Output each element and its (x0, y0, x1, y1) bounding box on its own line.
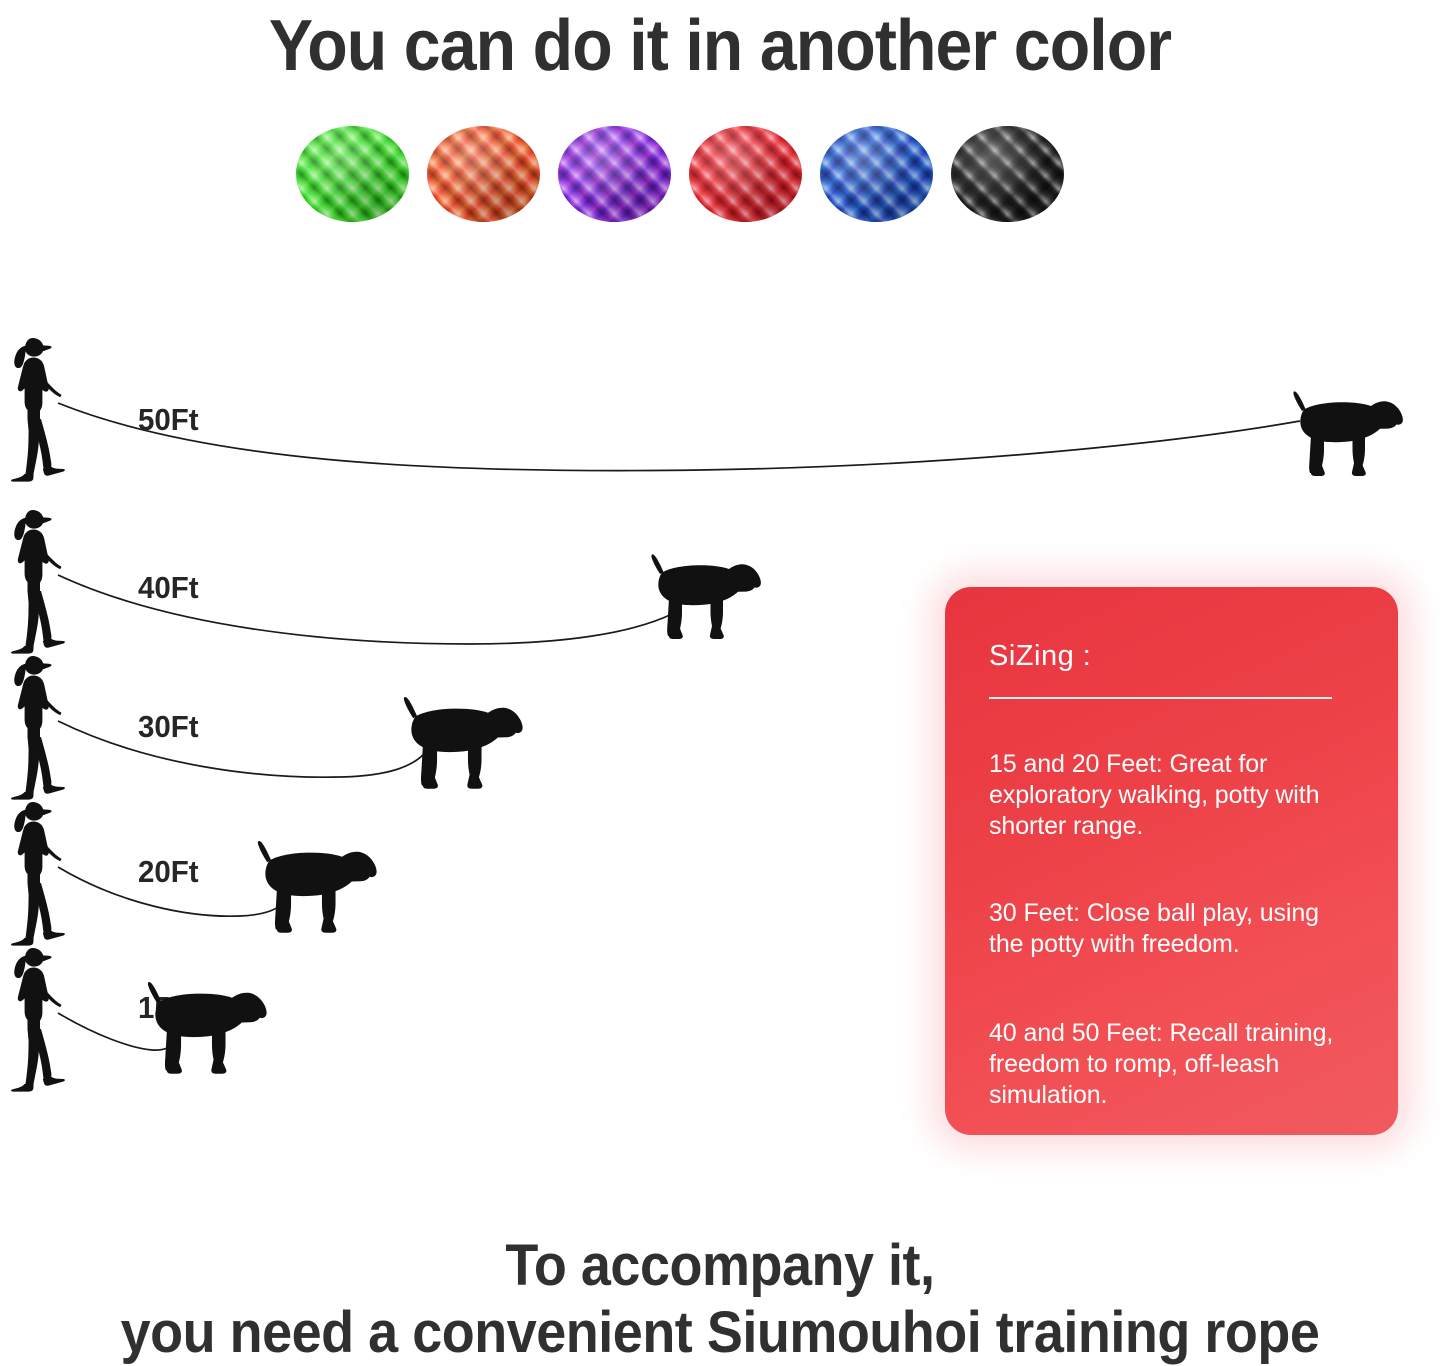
rope-line-40ft (57, 574, 673, 645)
color-swatch-red[interactable] (689, 126, 802, 222)
length-label-20ft: 20Ft (138, 854, 199, 889)
sizing-item-15-20ft: 15 and 20 Feet: Great for exploratory wa… (989, 750, 1320, 840)
leash-row-20ft: 20Ft (0, 784, 1440, 964)
person-silhouette (4, 800, 66, 951)
weave-texture (558, 126, 671, 222)
walking-woman-icon (11, 948, 65, 1092)
dog-icon (147, 981, 267, 1074)
sizing-item-40-50ft: 40 and 50 Feet: Recall training, freedom… (989, 1019, 1334, 1109)
dog-silhouette-40ft (646, 548, 764, 647)
dog-icon (651, 554, 761, 639)
dog-icon (257, 840, 377, 933)
weave-texture (951, 126, 1064, 222)
swatch-sheen (296, 126, 409, 222)
swatch-sheen (558, 126, 671, 222)
dog-silhouette-15ft (142, 975, 270, 1082)
leash-length-diagram: 50Ft (0, 320, 1440, 1150)
swatch-sheen (951, 126, 1064, 222)
dog-icon (1293, 391, 1403, 476)
footer-line-1: To accompany it, (505, 1233, 935, 1298)
walking-woman-icon (11, 338, 65, 482)
leash-row-15ft: 15Ft (0, 930, 1440, 1110)
dog-silhouette-50ft (1288, 385, 1406, 484)
page-title: You can do it in another color (268, 6, 1172, 86)
color-swatch-purple[interactable] (558, 126, 671, 222)
walking-woman-icon (11, 802, 65, 946)
sizing-item-30ft: 30 Feet: Close ball play, using the pott… (989, 899, 1319, 958)
color-swatch-row (296, 126, 1096, 226)
swatch-sheen (689, 126, 802, 222)
dog-silhouette-20ft (252, 834, 380, 941)
color-swatch-black[interactable] (951, 126, 1064, 222)
footer-line-2: you need a convenient Siumouhoi training… (120, 1300, 1320, 1365)
person-silhouette (4, 508, 66, 659)
rope-line-30ft (57, 720, 425, 779)
length-label-40ft: 40Ft (138, 570, 199, 605)
swatch-sheen (820, 126, 933, 222)
color-swatch-orange[interactable] (427, 126, 540, 222)
weave-texture (820, 126, 933, 222)
dog-silhouette-30ft (398, 690, 526, 797)
length-label-50ft: 50Ft (138, 402, 199, 437)
leash-row-30ft: 30Ft (0, 638, 1440, 818)
person-silhouette (4, 336, 66, 487)
color-swatch-green[interactable] (296, 126, 409, 222)
person-silhouette (4, 654, 66, 805)
weave-texture (427, 126, 540, 222)
leash-row-50ft: 50Ft (0, 320, 1440, 500)
weave-texture (296, 126, 409, 222)
sizing-card-title: SiZing : (989, 640, 1092, 672)
color-swatch-blue[interactable] (820, 126, 933, 222)
leash-row-40ft: 40Ft (0, 492, 1440, 672)
walking-woman-icon (11, 656, 65, 800)
rope-line-50ft (57, 402, 1301, 472)
sizing-info-card: SiZing : 15 and 20 Feet: Great for explo… (945, 587, 1398, 1135)
weave-texture (689, 126, 802, 222)
swatch-sheen (427, 126, 540, 222)
footer-tagline: To accompany it, you need a convenient S… (50, 1232, 1389, 1366)
dog-icon (403, 696, 523, 789)
walking-woman-icon (11, 510, 65, 654)
person-silhouette (4, 946, 66, 1097)
sizing-divider (989, 697, 1332, 699)
length-label-30ft: 30Ft (138, 709, 199, 744)
